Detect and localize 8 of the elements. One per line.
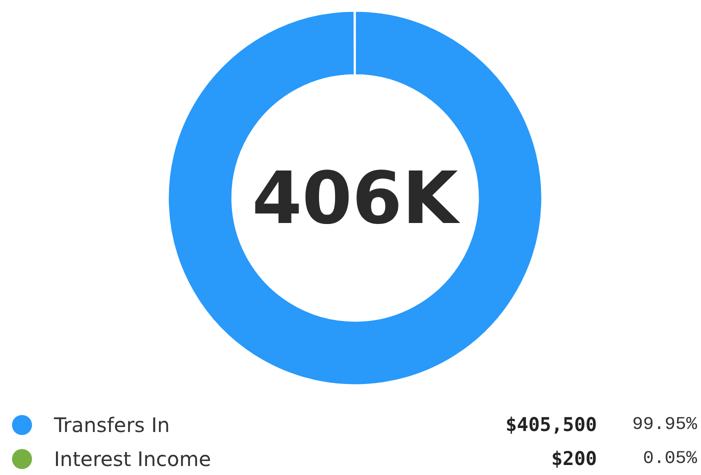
text: 99.95%: [632, 415, 698, 435]
data-label: $200: [551, 448, 597, 470]
data-label: $405,500: [505, 414, 597, 436]
text: 406K: [252, 156, 460, 240]
legend-label: Interest Income: [54, 447, 212, 471]
text: 0.05%: [642, 449, 698, 469]
legend-label: Transfers In: [53, 413, 170, 437]
donut-slice: [167, 10, 543, 386]
